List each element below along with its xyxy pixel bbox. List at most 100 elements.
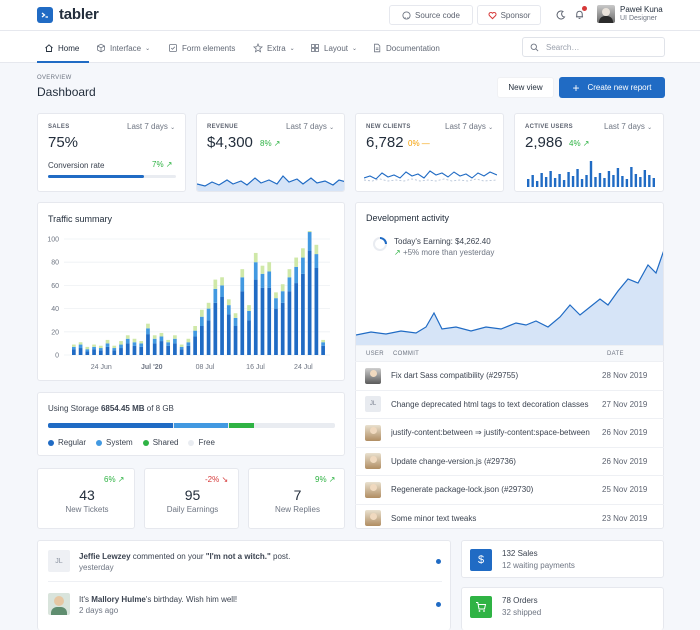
traffic-bar-segment: [132, 338, 137, 343]
nav-layout[interactable]: Layout ⌄: [310, 41, 357, 55]
sales-period-select[interactable]: Last 7 days ⌄: [127, 122, 175, 131]
legend-shared: Shared: [142, 438, 178, 447]
trending-up-icon: ↗: [328, 475, 336, 484]
top-header: tabler Source code Sponsor Paweł Kuna UI…: [0, 0, 700, 31]
traffic-bar-segment: [98, 350, 103, 355]
commit-date: 26 Nov 2019: [602, 456, 648, 466]
traffic-bar-segment: [267, 271, 272, 288]
traffic-bar-segment: [280, 291, 285, 303]
active-users-delta-value: 4%: [569, 139, 581, 148]
traffic-bar-segment: [307, 231, 312, 233]
traffic-bar-segment: [260, 287, 265, 355]
active-users-bar: [540, 173, 543, 187]
active-users-bar: [567, 172, 570, 187]
traffic-bar-segment: [253, 262, 258, 280]
nav-form-elements[interactable]: Form elements: [168, 41, 235, 55]
storage-legend: Regular System Shared Free: [48, 438, 215, 447]
traffic-bar-segment: [139, 343, 144, 347]
chevron-down-icon: ⌄: [170, 125, 176, 131]
active-users-period: Last 7 days: [604, 122, 645, 131]
user-name[interactable]: Paweł Kuna: [620, 5, 663, 14]
commit-row[interactable]: Some minor text tweaks 23 Nov 2019: [355, 503, 664, 532]
nav-documentation-label: Documentation: [386, 43, 440, 53]
y-tick-label: 20: [51, 329, 59, 336]
sales-period: Last 7 days: [127, 122, 168, 131]
new-clients-delta-value: 0%: [408, 139, 420, 148]
traffic-bar-segment: [92, 346, 96, 350]
source-code-button[interactable]: Source code: [389, 5, 473, 25]
create-report-button[interactable]: + Create new report: [559, 77, 665, 98]
new-view-button[interactable]: New view: [497, 77, 554, 98]
commit-row[interactable]: Regenerate package-lock.json (#29730) 25 …: [355, 475, 664, 503]
revenue-period: Last 7 days: [286, 122, 327, 131]
nav-extra[interactable]: Extra ⌄: [253, 41, 295, 55]
traffic-bar-segment: [152, 338, 157, 344]
earnings-card: -2% ↘ 95 Daily Earnings: [144, 468, 239, 529]
traffic-bar-segment: [301, 257, 305, 274]
activity-item[interactable]: It's Mallory Hulme's birthday. Wish him …: [48, 593, 442, 625]
traffic-bar-segment: [314, 254, 319, 268]
commit-row[interactable]: justify-content:between ⇒ justify-conten…: [355, 418, 664, 446]
header-date: DATE: [607, 351, 624, 357]
revenue-period-select[interactable]: Last 7 days ⌄: [286, 122, 334, 131]
home-icon: [45, 44, 53, 52]
header-user: USER: [366, 351, 384, 357]
chevron-down-icon: ⌄: [145, 45, 151, 52]
traffic-bar-segment: [294, 283, 299, 355]
storage-shared-segment: [228, 423, 255, 428]
activity-quote[interactable]: "I'm not a witch.": [205, 552, 271, 561]
free-dot: [188, 439, 195, 446]
traffic-bar-segment: [200, 309, 204, 317]
traffic-bar-segment: [294, 266, 299, 284]
brand-name[interactable]: tabler: [59, 6, 99, 23]
active-users-bar: [652, 178, 655, 187]
layout-icon: [311, 44, 319, 52]
moon-icon[interactable]: [556, 10, 566, 20]
commit-row[interactable]: JL Change deprecated html tags to text de…: [355, 389, 664, 418]
traffic-bar-segment: [92, 344, 96, 347]
traffic-bar-segment: [132, 342, 137, 346]
conversion-progress-fill: [48, 175, 144, 178]
traffic-bar-segment: [247, 305, 251, 311]
new-clients-period-select[interactable]: Last 7 days ⌄: [445, 122, 493, 131]
sales-delta: 7% ↗: [152, 160, 173, 169]
search-field[interactable]: Search…: [522, 37, 665, 57]
traffic-bar-segment: [78, 344, 83, 349]
traffic-bar-segment: [213, 288, 218, 303]
traffic-bar-segment: [186, 342, 191, 346]
nav-home[interactable]: Home: [44, 41, 79, 55]
earnings-value: 95: [184, 487, 201, 503]
activity-card: JL Jeffie Lewzey commented on your "I'm …: [37, 540, 451, 630]
sponsor-button[interactable]: Sponsor: [477, 5, 541, 25]
storage-regular-segment: [48, 423, 173, 428]
traffic-bar-segment: [287, 291, 292, 355]
orders-summary-sub: 32 shipped: [502, 608, 542, 617]
page-pretitle: OVERVIEW: [37, 75, 72, 81]
tickets-card: 6% ↗ 43 New Tickets: [37, 468, 135, 529]
nav-extra-label: Extra: [267, 43, 286, 53]
brand-logo[interactable]: [37, 7, 53, 23]
chevron-down-icon: ⌄: [289, 45, 295, 52]
user-avatar[interactable]: [597, 5, 615, 23]
activity-item[interactable]: JL Jeffie Lewzey commented on your "I'm …: [48, 550, 442, 582]
bell-icon[interactable]: [574, 9, 585, 20]
avatar-mallory: [48, 593, 70, 615]
traffic-bar-segment: [213, 302, 218, 355]
nav-documentation[interactable]: Documentation: [372, 41, 440, 55]
activity-name[interactable]: Mallory Hulme: [91, 595, 146, 604]
traffic-bar-segment: [200, 326, 204, 355]
active-users-bar: [639, 177, 642, 187]
traffic-bar-segment: [146, 323, 150, 329]
activity-name[interactable]: Jeffie Lewzey: [79, 552, 131, 561]
traffic-bar-segment: [247, 310, 251, 321]
sales-label: SALES: [48, 124, 70, 130]
commit-row[interactable]: Update change-version.js (#29736) 26 Nov …: [355, 446, 664, 475]
traffic-bar-segment: [186, 345, 191, 355]
nav-interface[interactable]: Interface ⌄: [96, 41, 150, 55]
commit-date: 26 Nov 2019: [602, 428, 648, 437]
commit-row[interactable]: Fix dart Sass compatibility (#29755) 28 N…: [355, 361, 664, 389]
active-users-bar: [634, 174, 638, 187]
traffic-bar-segment: [78, 348, 83, 355]
user-role: UI Designer: [620, 15, 657, 22]
active-users-period-select[interactable]: Last 7 days ⌄: [604, 122, 652, 131]
